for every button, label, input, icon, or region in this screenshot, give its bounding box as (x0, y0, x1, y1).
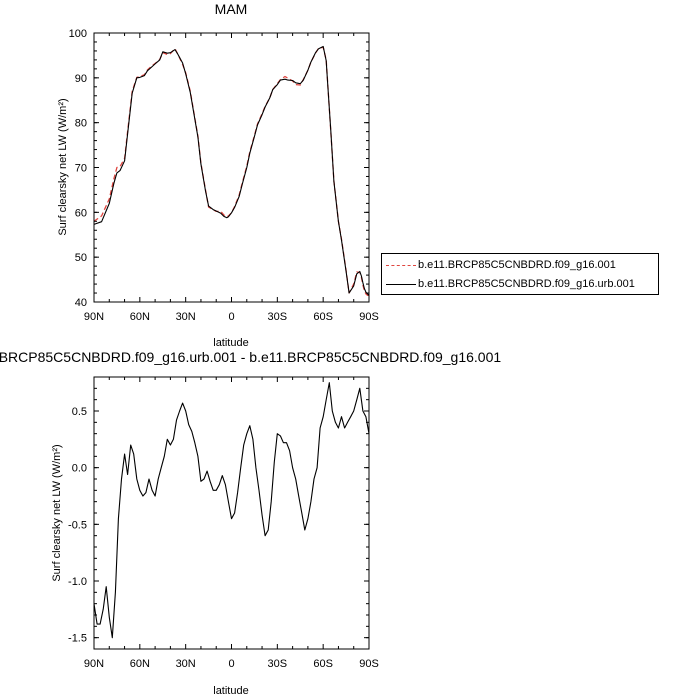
legend-label-control: b.e11.BRCP85C5CNBDRD.f09_g16.001 (418, 259, 616, 271)
top-y-tick-label: 70 (75, 163, 87, 175)
top-series-lines (93, 45, 370, 296)
legend-swatch-solid (386, 283, 416, 285)
bottom-y-tick-label: 0.5 (72, 406, 87, 418)
bottom-series-lines (93, 382, 370, 639)
bottom-plot: b.e11.BRCP85C5CNBDRD.f09_g16.urb.001 - b… (0, 349, 501, 697)
top-y-tick-label: 50 (75, 252, 87, 264)
bottom-axis-ticks: 90N 60N 30N 0 30S 60S 90S -1.5 -1.0 -0.5 0.0 0.5 (68, 376, 379, 670)
bottom-chart-title: b.e11.BRCP85C5CNBDRD.f09_g16.urb.001 - b… (0, 349, 501, 365)
bottom-series-line-0 (93, 382, 370, 639)
bottom-y-axis-label-text: Surf clearsky net LW (W/m²) (51, 444, 63, 581)
top-x-tick-label: 90S (359, 311, 379, 323)
top-y-tick-label: 80 (75, 118, 87, 130)
top-x-tick-label: 60S (313, 311, 333, 323)
bottom-x-tick-label: 30N (176, 658, 196, 670)
legend-item-control: b.e11.BRCP85C5CNBDRD.f09_g16.001 (386, 257, 616, 273)
top-y-tick-label: 100 (69, 28, 87, 40)
bottom-y-tick-label: 0.0 (72, 463, 87, 475)
top-y-tick-label: 60 (75, 207, 87, 219)
top-y-tick-label: 40 (75, 297, 87, 309)
legend-label-urb: b.e11.BRCP85C5CNBDRD.f09_g16.urb.001 (418, 278, 635, 290)
top-y-axis-label-text: Surf clearsky net LW (W/m²) (57, 98, 69, 235)
top-series-line-1 (93, 45, 370, 296)
legend-item-urb: b.e11.BRCP85C5CNBDRD.f09_g16.urb.001 (386, 276, 635, 292)
top-x-tick-label: 0 (228, 311, 234, 323)
bottom-x-tick-label: 90S (359, 658, 379, 670)
bottom-x-axis-label: latitude (213, 685, 248, 697)
bottom-y-axis-label: Surf clearsky net LW (W/m²) (51, 444, 63, 581)
top-y-tick-label: 90 (75, 73, 87, 85)
top-x-tick-label: 30S (268, 311, 288, 323)
top-y-axis-label: Surf clearsky net LW (W/m²) (57, 98, 69, 235)
bottom-x-tick-label: 0 (228, 658, 234, 670)
bottom-x-tick-label: 60N (130, 658, 150, 670)
bottom-plot-frame (93, 376, 370, 650)
top-x-tick-label: 30N (176, 311, 196, 323)
legend-swatch-dashed (386, 264, 416, 266)
top-x-tick-label: 90N (84, 311, 104, 323)
bottom-x-tick-label: 60S (313, 658, 333, 670)
top-axis-ticks: 90N 60N 30N 0 30S 60S 90S 40 50 60 70 80 90 100 (69, 28, 379, 323)
top-chart-legend: b.e11.BRCP85C5CNBDRD.f09_g16.001 b.e11.B… (381, 253, 659, 295)
bottom-x-tick-label: 90N (84, 658, 104, 670)
bottom-y-tick-label: -0.5 (68, 519, 87, 531)
top-x-axis-label: latitude (213, 337, 248, 349)
top-x-tick-label: 60N (130, 311, 150, 323)
top-chart-title: MAM (215, 1, 248, 17)
bottom-y-tick-label: -1.5 (68, 633, 87, 645)
top-plot-frame (93, 32, 370, 303)
bottom-y-tick-label: -1.0 (68, 576, 87, 588)
top-plot: MAM 90N 60N 30N 0 30S 60S 90S 40 50 60 70 80 90 100 l… (57, 1, 379, 349)
bottom-x-tick-label: 30S (268, 658, 288, 670)
